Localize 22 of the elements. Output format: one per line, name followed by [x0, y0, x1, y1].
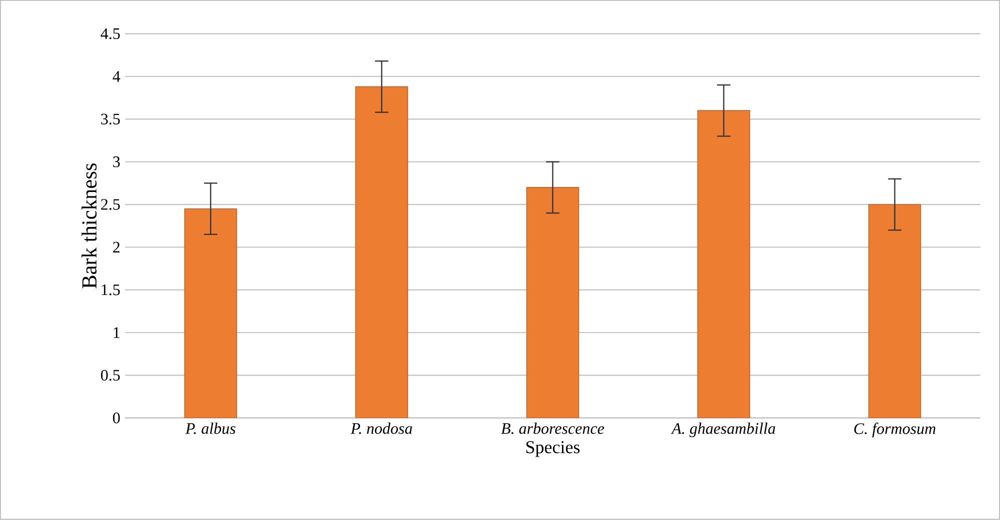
bar: [184, 208, 238, 418]
bar: [868, 204, 922, 418]
x-tick-label: P. albus: [185, 422, 236, 434]
x-tick-label: P. nodosa: [350, 422, 412, 434]
y-tick-label: 2.5: [101, 199, 120, 210]
y-tick-label: 2: [113, 242, 120, 253]
bar: [697, 110, 750, 418]
bar: [355, 86, 408, 418]
y-tick-label: 4.5: [100, 28, 120, 40]
y-axis-title: Bark thickness: [82, 164, 97, 288]
x-tick-label: A. ghaesambilla: [670, 422, 776, 438]
y-tick-label: 0: [113, 412, 120, 424]
y-tick-label: 4: [112, 71, 120, 82]
bar: [526, 187, 580, 418]
y-tick-label: 3.5: [101, 114, 120, 125]
y-tick-label: 3: [113, 156, 120, 168]
x-tick-label: B. arborescence: [501, 422, 604, 434]
x-axis-title: Species: [526, 441, 580, 458]
y-tick-label: 1: [114, 327, 120, 338]
x-tick-label: C. formosum: [854, 422, 936, 438]
y-tick-label: 0.5: [101, 370, 120, 381]
y-tick-label: 1.5: [102, 284, 120, 296]
